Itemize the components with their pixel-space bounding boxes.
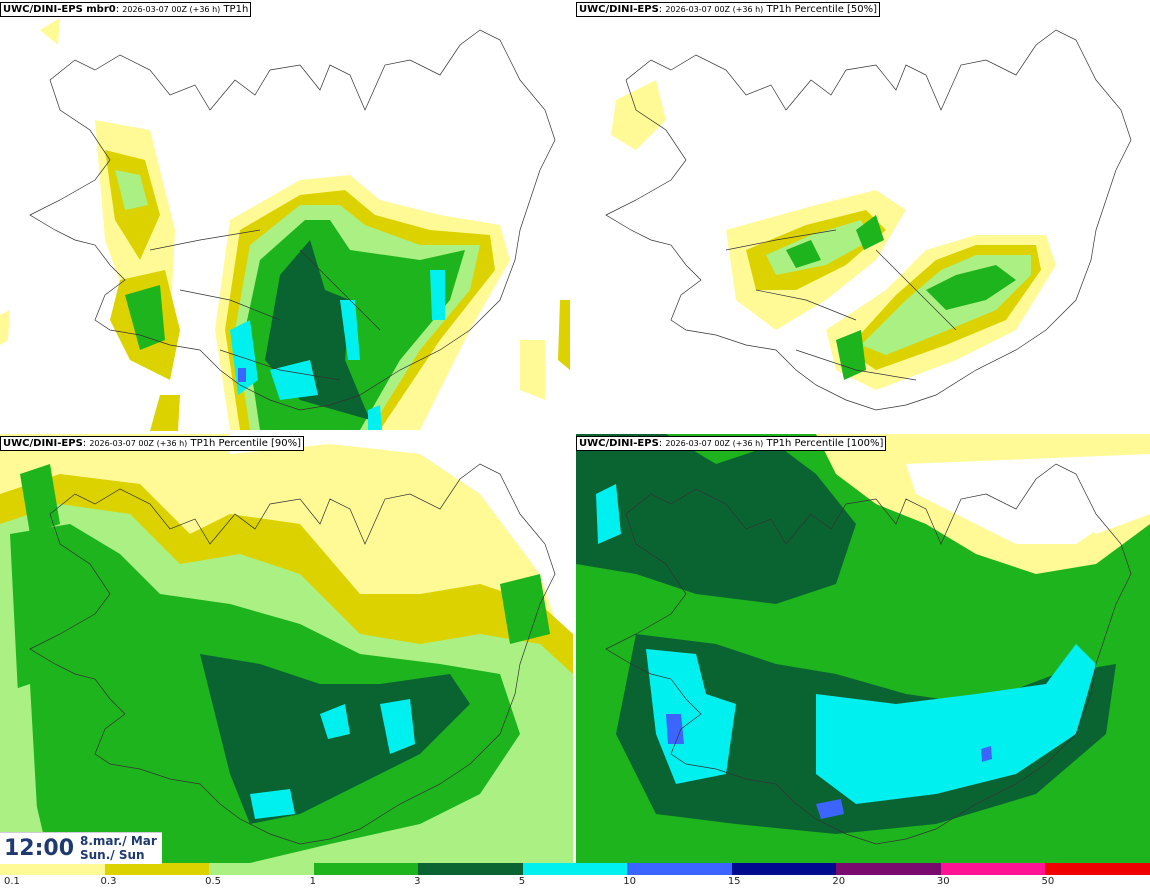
- precip-field: [0, 434, 573, 863]
- colorbar-tick-label: 3: [414, 876, 421, 887]
- colorbar-tick-label: 0.5: [205, 876, 221, 887]
- valid-time: 12:00: [4, 836, 75, 861]
- panel-title: UWC/DINI-EPS: 2026-03-07 00Z (+36 h) TP1…: [576, 2, 881, 17]
- map-panel-p50: UWC/DINI-EPS: 2026-03-07 00Z (+36 h) TP1…: [576, 0, 1150, 431]
- precip-field: [0, 18, 570, 431]
- colorbar-swatch: [1045, 863, 1150, 875]
- colorbar-swatch: [522, 863, 628, 875]
- colorbar-swatch: [209, 863, 314, 875]
- colorbar-swatch: [0, 863, 105, 875]
- colorbar-swatch: [627, 863, 732, 875]
- colorbar-swatch: [104, 863, 210, 875]
- colorbar-swatch: [836, 863, 941, 875]
- map-panel-mbr0: UWC/DINI-EPS mbr0: 2026-03-07 00Z (+36 h…: [0, 0, 573, 431]
- valid-day: Sun./ Sun: [80, 848, 145, 862]
- colorbar-tick-label: 0.3: [100, 876, 117, 887]
- precip-field: [605, 29, 1132, 411]
- map-panel-p100: UWC/DINI-EPS: 2026-03-07 00Z (+36 h) TP1…: [576, 434, 1150, 863]
- colorbar-tick-label: 0.1: [4, 876, 20, 887]
- panel-title: UWC/DINI-EPS mbr0: 2026-03-07 00Z (+36 h…: [0, 2, 252, 17]
- map-panel-p90: UWC/DINI-EPS: 2026-03-07 00Z (+36 h) TP1…: [0, 434, 573, 863]
- precip-field: [576, 434, 1150, 863]
- colorbar-swatch: [731, 863, 837, 875]
- colorbar-tick-label: 1: [309, 876, 316, 887]
- colorbar-swatch: [418, 863, 523, 875]
- panel-title: UWC/DINI-EPS: 2026-03-07 00Z (+36 h) TP1…: [576, 436, 887, 451]
- panel-title: UWC/DINI-EPS: 2026-03-07 00Z (+36 h) TP1…: [0, 436, 305, 451]
- colorbar-tick-label: 30: [936, 876, 950, 887]
- colorbar-tick-label: 50: [1041, 876, 1055, 887]
- colorbar-tick-label: 10: [623, 876, 636, 887]
- colorbar-ticks: 0.1 0.3 0.5 1 3 5 10 15 20 30 50: [0, 876, 1150, 890]
- colorbar-tick-label: 5: [518, 876, 526, 887]
- valid-date: 8.mar./ Mar: [80, 834, 157, 848]
- colorbar-tick-label: 20: [832, 876, 846, 887]
- colorbar-tick-label: 15: [727, 876, 741, 887]
- colorbar: [0, 863, 1150, 875]
- colorbar-swatch: [313, 863, 419, 875]
- colorbar-swatch: [940, 863, 1046, 875]
- valid-time-box: 12:00 8.mar./ Mar Sun./ Sun: [0, 832, 162, 864]
